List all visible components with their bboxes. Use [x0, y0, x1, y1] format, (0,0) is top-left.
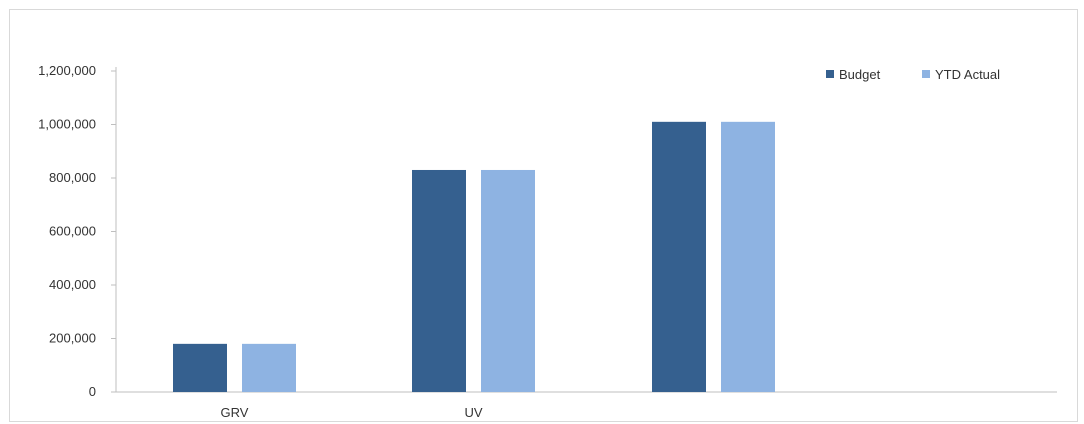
legend-swatch	[922, 70, 930, 78]
bar-budget	[412, 169, 466, 392]
legend-swatch	[826, 70, 834, 78]
x-labels: GRV UV	[221, 405, 483, 420]
legend-label: Budget	[839, 67, 881, 82]
axes	[115, 67, 1057, 393]
bars	[173, 121, 775, 392]
y-ticks: 0 200,000 400,000 600,000 800,000 1,000,000 1,…	[38, 63, 116, 399]
y-tick-label: 800,000	[49, 170, 96, 185]
bar-budget	[652, 121, 706, 392]
y-tick-label: 400,000	[49, 277, 96, 292]
y-tick-label: 200,000	[49, 331, 96, 346]
y-tick-label: 0	[89, 384, 96, 399]
x-category-label: GRV	[221, 405, 249, 420]
bar-budget	[173, 343, 227, 392]
bar-ytd-actual	[242, 343, 296, 392]
y-tick-label: 1,000,000	[38, 117, 96, 132]
legend-label: YTD Actual	[935, 67, 1000, 82]
bar-ytd-actual	[481, 169, 535, 392]
y-tick-label: 1,200,000	[38, 63, 96, 78]
y-tick-label: 600,000	[49, 224, 96, 239]
legend: Budget YTD Actual	[826, 67, 1000, 82]
x-category-label: UV	[464, 405, 482, 420]
bar-ytd-actual	[721, 121, 775, 392]
